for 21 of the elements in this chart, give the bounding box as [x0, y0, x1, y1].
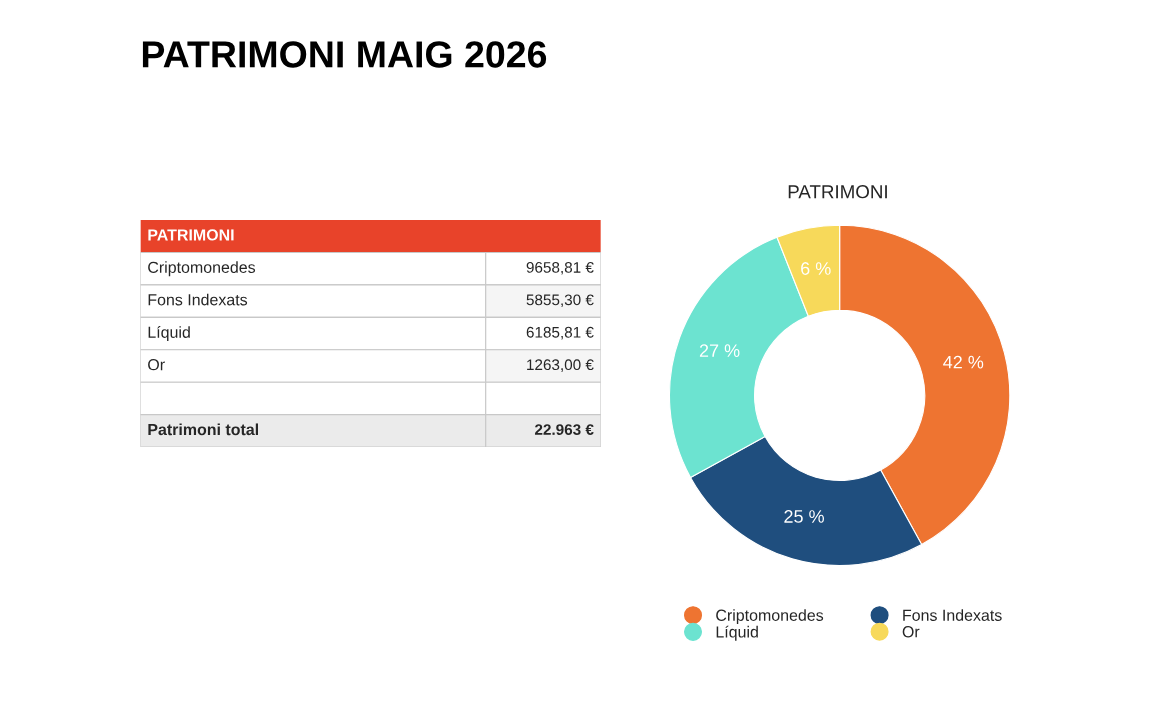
text: 5855,30 €	[526, 294, 594, 308]
text: 9658,81 €	[526, 261, 594, 275]
text: 6185,81 €	[526, 326, 594, 340]
text: Líquid	[148, 326, 190, 342]
text: Criptomonedes	[148, 261, 256, 277]
text: PATRIMONI	[148, 229, 234, 241]
legend-label: Or	[902, 626, 920, 638]
text: 22.963 €	[534, 424, 594, 436]
legend-label: Criptomonedes	[716, 609, 824, 625]
legend-label: Fons Indexats	[903, 609, 1002, 621]
data-label: 27 %	[699, 344, 740, 357]
data-label: 42 %	[943, 355, 984, 369]
legend-label: Líquid	[716, 625, 758, 641]
text: 1263,00 €	[527, 359, 594, 372]
text: PATRIMONI MAIG 2026	[142, 41, 547, 68]
text: Or	[148, 358, 165, 371]
data-label: 25 %	[784, 510, 824, 523]
data-label: 6 %	[801, 262, 831, 275]
chart-title: PATRIMONI	[788, 185, 887, 199]
text: Patrimoni total	[148, 423, 259, 436]
text: Fons Indexats	[148, 293, 248, 306]
